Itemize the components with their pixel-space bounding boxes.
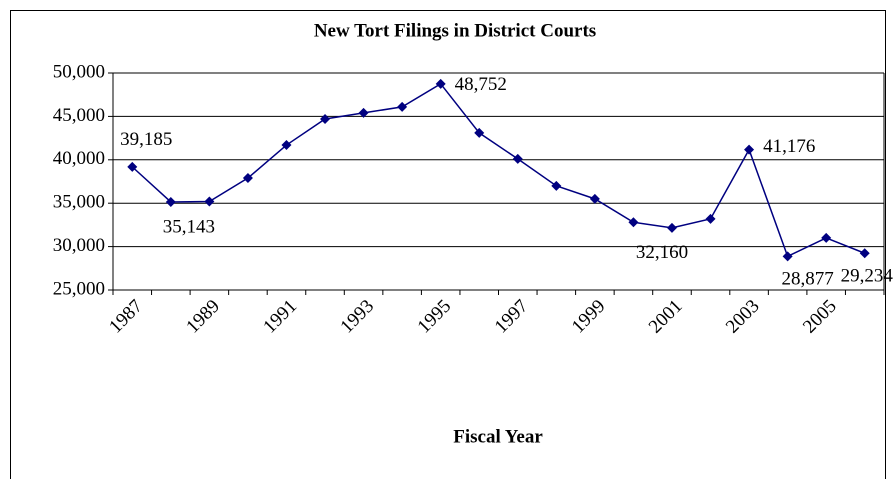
x-tick-label: 1987 xyxy=(105,296,147,338)
y-tick-label: 40,000 xyxy=(53,148,105,169)
y-tick-label: 35,000 xyxy=(53,192,105,213)
marker xyxy=(165,196,176,207)
marker xyxy=(397,101,408,112)
y-tick-label: 45,000 xyxy=(53,105,105,126)
chart-title: New Tort Filings in District Courts xyxy=(314,20,596,41)
marker xyxy=(744,144,755,155)
marker xyxy=(821,232,832,243)
marker xyxy=(551,180,562,191)
data-label: 28,877 xyxy=(782,269,834,290)
data-label: 32,160 xyxy=(636,242,688,263)
marker xyxy=(512,153,523,164)
y-tick-label: 25,000 xyxy=(53,278,105,299)
data-label: 35,143 xyxy=(163,216,215,237)
marker xyxy=(589,193,600,204)
marker xyxy=(666,222,677,233)
marker xyxy=(435,78,446,89)
data-label: 39,185 xyxy=(120,129,172,150)
marker xyxy=(705,213,716,224)
marker xyxy=(204,196,215,207)
x-tick-label: 1993 xyxy=(336,296,378,338)
x-tick-label: 2003 xyxy=(722,296,764,338)
data-label: 29,234 xyxy=(841,266,894,287)
x-tick-label: 1995 xyxy=(414,296,456,338)
data-label: 41,176 xyxy=(763,136,815,157)
chart-frame xyxy=(10,10,886,479)
x-tick-label: 2001 xyxy=(645,296,687,338)
marker xyxy=(782,251,793,262)
y-tick-label: 30,000 xyxy=(53,235,105,256)
marker xyxy=(859,248,870,259)
y-tick-label: 50,000 xyxy=(53,61,105,82)
marker xyxy=(628,217,639,228)
x-axis-label: Fiscal Year xyxy=(453,426,543,447)
marker xyxy=(281,140,292,151)
x-tick-label: 1997 xyxy=(491,296,533,338)
line xyxy=(131,82,866,258)
x-tick-label: 2005 xyxy=(799,296,841,338)
x-tick-label: 1991 xyxy=(259,296,301,338)
marker xyxy=(320,114,331,125)
marker xyxy=(242,173,253,184)
marker xyxy=(127,161,138,172)
x-tick-label: 1989 xyxy=(182,296,224,338)
data-label: 48,752 xyxy=(455,74,507,95)
marker xyxy=(358,107,369,118)
x-tick-label: 1999 xyxy=(568,296,610,338)
marker xyxy=(474,127,485,138)
